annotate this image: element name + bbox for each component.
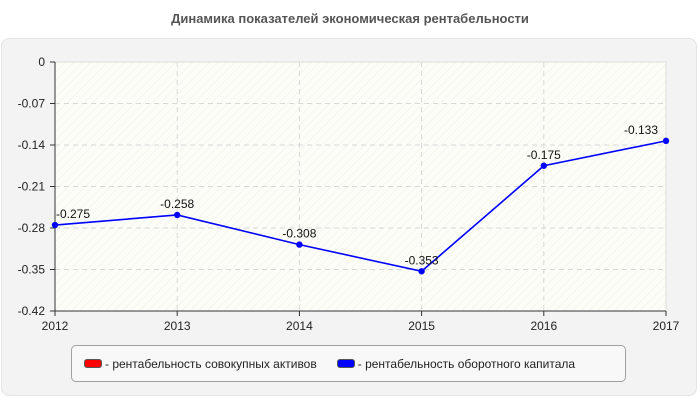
y-tick-label: -0.35 xyxy=(18,263,46,277)
data-label: -0.258 xyxy=(160,197,194,211)
y-tick-label: 0 xyxy=(38,55,45,69)
y-tick-label: -0.21 xyxy=(18,180,46,194)
series-line xyxy=(51,137,670,275)
legend-swatch-red xyxy=(84,359,102,368)
legend-item-working-capital[interactable]: - рентабельность оборотного капитала xyxy=(336,356,576,371)
legend-label: - рентабельность оборотного капитала xyxy=(357,356,576,371)
data-label: -0.133 xyxy=(624,123,658,137)
legend-item-total-assets[interactable]: - рентабельность совокупных активов xyxy=(84,357,317,371)
x-tick-label: 2017 xyxy=(653,319,680,333)
x-tick-label: 2014 xyxy=(286,319,313,333)
y-tick-label: -0.42 xyxy=(18,304,46,318)
x-tick-label: 2013 xyxy=(164,319,191,333)
y-tick-label: -0.14 xyxy=(18,138,46,152)
x-tick-label: 2015 xyxy=(408,319,435,333)
legend-swatch-blue xyxy=(336,359,355,368)
data-point[interactable] xyxy=(540,162,547,169)
y-tick-label: -0.28 xyxy=(18,221,46,235)
y-tick-label: -0.07 xyxy=(18,97,46,111)
data-point[interactable] xyxy=(662,137,670,145)
data-labels: -0.275 -0.258 -0.308 -0.353 -0.175 -0.133 xyxy=(56,123,658,267)
data-label: -0.308 xyxy=(282,227,316,241)
x-tick-label: 2016 xyxy=(530,319,557,333)
series-polyline xyxy=(54,140,667,273)
data-label: -0.353 xyxy=(405,253,439,267)
legend: - рентабельность совокупных активов - ре… xyxy=(71,345,626,382)
data-label: -0.175 xyxy=(527,148,561,162)
chart-title: Динамика показателей экономическая рента… xyxy=(171,11,529,26)
data-point[interactable] xyxy=(174,211,181,219)
data-point[interactable] xyxy=(51,221,59,229)
x-tick-label: 2012 xyxy=(42,319,69,333)
data-point[interactable] xyxy=(418,268,425,275)
data-point[interactable] xyxy=(296,241,303,248)
data-label: -0.275 xyxy=(56,207,90,221)
legend-label: - рентабельность совокупных активов xyxy=(105,356,317,371)
